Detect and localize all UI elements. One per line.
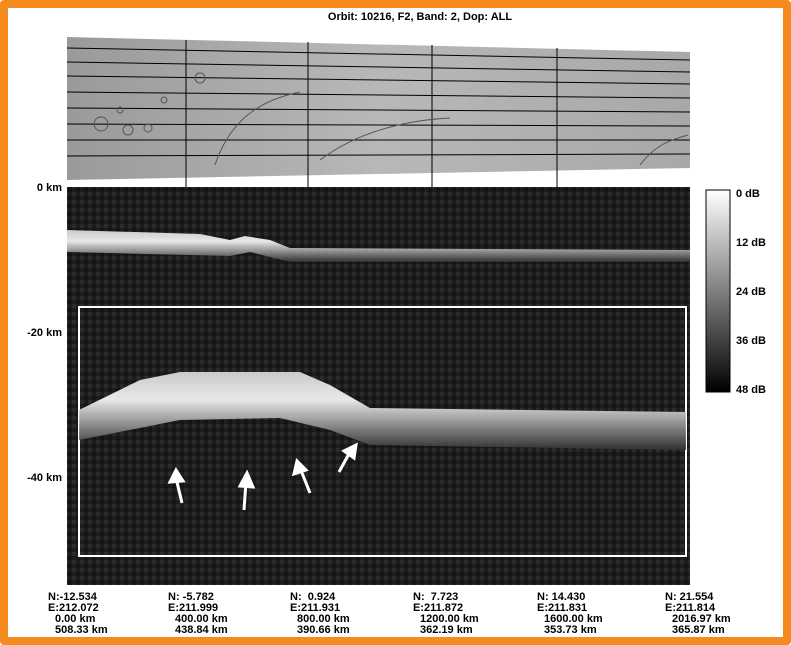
column-altitude: 362.19 km <box>420 624 473 636</box>
figure-frame: Orbit: 10216, F2, Band: 2, Dop: ALL <box>0 0 791 645</box>
title: Orbit: 10216, F2, Band: 2, Dop: ALL <box>328 11 512 23</box>
column-altitude: 353.73 km <box>544 624 597 636</box>
depth-label: -20 km <box>27 327 62 339</box>
radargram <box>67 187 690 585</box>
colorbar-label: 12 dB <box>736 237 766 249</box>
figure: Orbit: 10216, F2, Band: 2, Dop: ALL <box>8 8 783 637</box>
column-altitude: 508.33 km <box>55 624 108 636</box>
colorbar-label: 36 dB <box>736 335 766 347</box>
colorbar-label: 48 dB <box>736 384 766 396</box>
column-altitude: 365.87 km <box>672 624 725 636</box>
depth-label: -40 km <box>27 472 62 484</box>
colorbar-label: 24 dB <box>736 286 766 298</box>
colorbar <box>706 190 730 392</box>
colorbar-label: 0 dB <box>736 188 760 200</box>
column-altitude: 438.84 km <box>175 624 228 636</box>
depth-label: 0 km <box>37 182 62 194</box>
column-altitude: 390.66 km <box>297 624 350 636</box>
